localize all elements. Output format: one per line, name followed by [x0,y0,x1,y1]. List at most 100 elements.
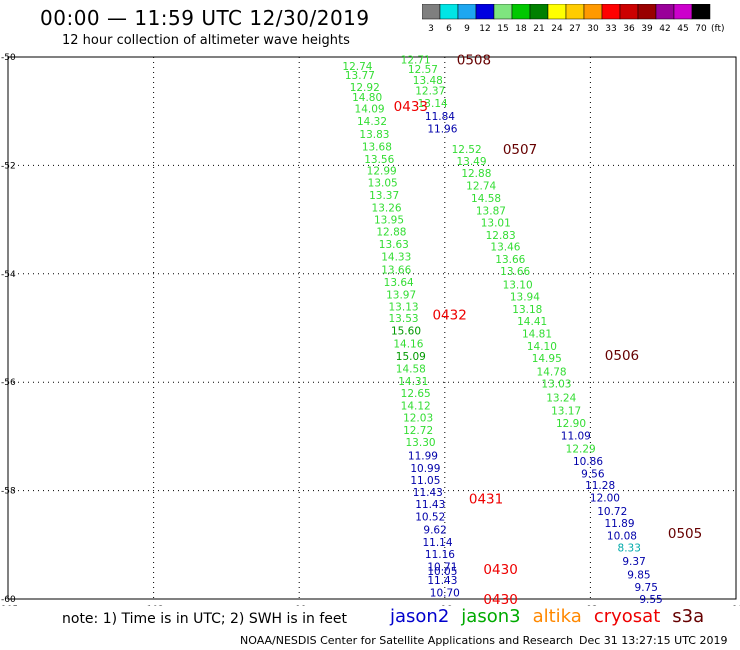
wave-height-value: 9.62 [423,525,446,537]
pass-time-label: 0432 [432,307,466,323]
wave-height-value: 13.37 [369,190,399,202]
map-subtitle: 12 hour collection of altimeter wave hei… [62,33,350,48]
wave-height-value: 10.52 [415,512,445,524]
wave-height-value: 13.97 [386,289,416,301]
latitude-tick-label: -52 [1,161,16,171]
pass-time-label: 0433 [394,99,428,115]
wave-height-value: 13.87 [476,205,506,217]
wave-height-value: 13.05 [368,178,398,190]
wave-height-value: 12.03 [403,412,433,424]
scale-value: 15 [497,24,508,34]
wave-height-value: 13.66 [495,254,525,266]
scale-value: 9 [464,24,470,34]
wave-height-value: 14.81 [522,328,552,340]
wave-height-value: 15.60 [391,326,421,338]
wave-height-map: -105 -102 -99 -96 -93 -90 -50 -52 -54 -56 -58 -60 12… [0,53,740,606]
legend-item-s3a: s3a [672,606,705,627]
wave-height-value: 10.86 [573,456,603,468]
wave-height-value: 12.72 [403,425,433,437]
map-frame [7,56,737,600]
wave-height-value: 11.28 [585,480,615,492]
pass-time-label: 0431 [469,492,503,508]
wave-height-value: 12.83 [486,230,516,242]
longitude-tick-label: -105 [0,605,18,606]
wave-height-value: 10.70 [430,587,460,599]
wave-height-value: 11.43 [415,499,445,511]
legend-item-altika: altika [532,606,582,627]
wave-height-color-scale: 3 6 9 12 15 18 21 24 27 30 33 36 39 42 45 70 (ft) [422,4,725,34]
wave-height-value: 9.37 [622,556,645,568]
map-title: 00:00 — 11:59 UTC 12/30/2019 [40,6,370,30]
wave-height-value: 12.52 [452,144,482,156]
scale-value: 27 [569,24,580,34]
wave-height-value: 13.95 [374,215,404,227]
wave-height-value: 10.05 [427,566,457,578]
longitude-tick-label: -102 [143,605,163,606]
pass-time-label: 0508 [457,53,491,69]
wave-height-value: 14.10 [527,341,557,353]
wave-height-value: 9.75 [635,582,658,594]
latitude-tick-label: -54 [1,270,16,280]
credit-line: NOAA/NESDIS Center for Satellite Applica… [240,634,574,647]
wave-height-value: 12.90 [556,418,586,430]
wave-height-value: 12.71 [401,55,431,67]
pass-time-label: 0430 [483,592,517,606]
wave-height-value: 13.46 [490,242,520,254]
wave-height-value: 9.55 [639,594,662,606]
scale-value: 24 [551,24,563,34]
wave-height-value: 14.58 [471,193,501,205]
wave-height-value: 13.53 [389,313,419,325]
wave-height-value: 14.58 [396,364,426,376]
wave-height-value: 14.78 [537,366,567,378]
wave-height-value: 11.84 [425,111,455,123]
scale-swatch [691,4,711,20]
wave-height-value: 13.26 [372,203,402,215]
wave-height-value: 13.49 [456,156,486,168]
wave-height-value: 13.77 [345,70,375,82]
wave-height-value: 12.65 [401,388,431,400]
wave-height-value: 10.99 [410,463,440,475]
wave-height-value: 14.16 [393,339,423,351]
wave-height-value: 13.66 [500,266,530,278]
wave-height-value: 13.63 [379,239,409,251]
scale-value: 3 [428,24,434,34]
wave-height-value: 11.14 [422,537,452,549]
legend-item-jason3: jason3 [461,606,521,627]
wave-height-value: 13.24 [546,392,576,404]
wave-height-value: 14.95 [532,353,562,365]
wave-height-value: 11.96 [427,124,457,136]
longitude-tick-label: -90 [729,605,740,606]
scale-value: 30 [587,24,599,34]
wave-height-value: 12.57 [408,64,438,76]
scale-value: 21 [533,24,544,34]
wave-height-value: 12.37 [415,86,445,98]
pass-time-label: 0505 [668,526,702,542]
wave-height-value: 12.88 [376,227,406,239]
wave-height-value: 14.12 [401,401,431,413]
wave-height-value: 10.71 [427,561,457,573]
wave-height-value: 13.18 [512,304,542,316]
scale-value: 45 [677,24,688,34]
wave-height-value: 14.09 [355,103,385,115]
scale-value: 12 [479,24,490,34]
wave-height-value: 12.74 [342,61,372,73]
wave-height-value: 13.13 [389,301,419,313]
legend-item-cryosat: cryosat [593,606,661,627]
scale-value: 39 [641,24,653,34]
wave-height-value: 9.56 [581,468,605,480]
scale-unit: (ft) [711,24,725,34]
wave-height-value: 14.31 [398,376,428,388]
wave-height-value: 9.85 [627,570,650,582]
scale-value: 70 [695,24,707,34]
wave-height-value: 12.74 [466,180,496,192]
latitude-tick-label: -60 [1,595,16,605]
wave-height-value: 13.17 [551,405,581,417]
wave-height-value: 12.88 [461,168,491,180]
wave-height-value: 11.43 [413,487,443,499]
legend-item-jason2: jason2 [390,606,450,627]
wave-height-value: 11.16 [425,549,455,561]
wave-height-value: 13.56 [364,154,394,166]
wave-height-value: 13.64 [384,277,414,289]
wave-height-value: 11.43 [427,575,457,587]
wave-height-value: 11.89 [604,518,634,530]
